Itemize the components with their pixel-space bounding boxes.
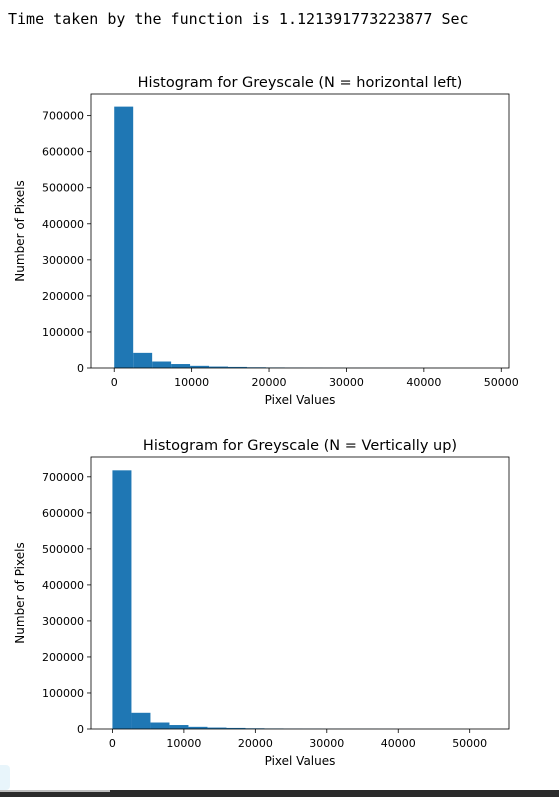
x-tick-label: 30000 xyxy=(309,737,344,750)
histogram-bar xyxy=(114,106,134,369)
y-tick-label: 400000 xyxy=(42,579,84,592)
x-tick-label: 40000 xyxy=(406,376,441,389)
x-tick-label: 0 xyxy=(109,737,116,750)
y-tick-label: 100000 xyxy=(42,326,84,339)
x-tick-label: 0 xyxy=(111,376,118,389)
y-tick-label: 500000 xyxy=(42,182,84,195)
histogram-bar xyxy=(188,726,208,729)
x-tick-label: 50000 xyxy=(484,376,519,389)
y-tick-label: 300000 xyxy=(42,254,84,267)
histogram-bar xyxy=(209,366,229,368)
histogram-bar xyxy=(152,361,172,368)
y-tick-label: 600000 xyxy=(42,507,84,520)
y-tick-label: 300000 xyxy=(42,615,84,628)
horizontal-scrollbar[interactable] xyxy=(0,790,559,797)
scrollbar-thumb[interactable] xyxy=(0,790,110,792)
chart-title: Histogram for Greyscale (N = Vertically … xyxy=(143,438,457,454)
function-timing-output: Time taken by the function is 1.12139177… xyxy=(8,10,469,28)
y-axis-label: Number of Pixels xyxy=(13,180,27,281)
histogram-bar xyxy=(112,470,132,729)
y-tick-label: 600000 xyxy=(42,146,84,159)
chart-title: Histogram for Greyscale (N = horizontal … xyxy=(138,75,463,91)
histogram-horizontal-left: Histogram for Greyscale (N = horizontal … xyxy=(13,75,519,407)
scroll-handle[interactable] xyxy=(0,765,10,790)
histogram-bar xyxy=(171,364,191,368)
histogram-bar xyxy=(207,727,227,729)
histogram-bar xyxy=(169,725,189,729)
x-tick-label: 10000 xyxy=(174,376,209,389)
x-tick-label: 30000 xyxy=(329,376,364,389)
y-tick-label: 0 xyxy=(77,362,84,375)
x-tick-label: 20000 xyxy=(252,376,287,389)
y-tick-label: 400000 xyxy=(42,218,84,231)
histogram-bar xyxy=(131,712,151,729)
y-tick-label: 500000 xyxy=(42,543,84,556)
x-tick-label: 40000 xyxy=(381,737,416,750)
y-tick-label: 200000 xyxy=(42,651,84,664)
histogram-vertically-up: Histogram for Greyscale (N = Vertically … xyxy=(13,438,510,768)
histogram-bar xyxy=(133,352,153,368)
histogram-bar xyxy=(228,366,247,368)
y-tick-label: 700000 xyxy=(42,471,84,484)
x-tick-label: 50000 xyxy=(452,737,487,750)
y-axis-label: Number of Pixels xyxy=(13,542,27,643)
y-tick-label: 100000 xyxy=(42,687,84,700)
plot-frame xyxy=(90,456,510,730)
histogram-bar xyxy=(150,722,170,729)
y-tick-label: 700000 xyxy=(42,110,84,123)
histogram-bar xyxy=(226,727,246,729)
x-axis-label: Pixel Values xyxy=(265,393,336,407)
x-tick-label: 20000 xyxy=(238,737,273,750)
x-tick-label: 10000 xyxy=(166,737,201,750)
plot-frame xyxy=(90,93,510,369)
y-tick-label: 200000 xyxy=(42,290,84,303)
histogram-bar xyxy=(190,365,210,368)
x-axis-label: Pixel Values xyxy=(265,754,336,768)
y-tick-label: 0 xyxy=(77,723,84,736)
bars xyxy=(114,106,494,369)
bars xyxy=(112,470,493,729)
